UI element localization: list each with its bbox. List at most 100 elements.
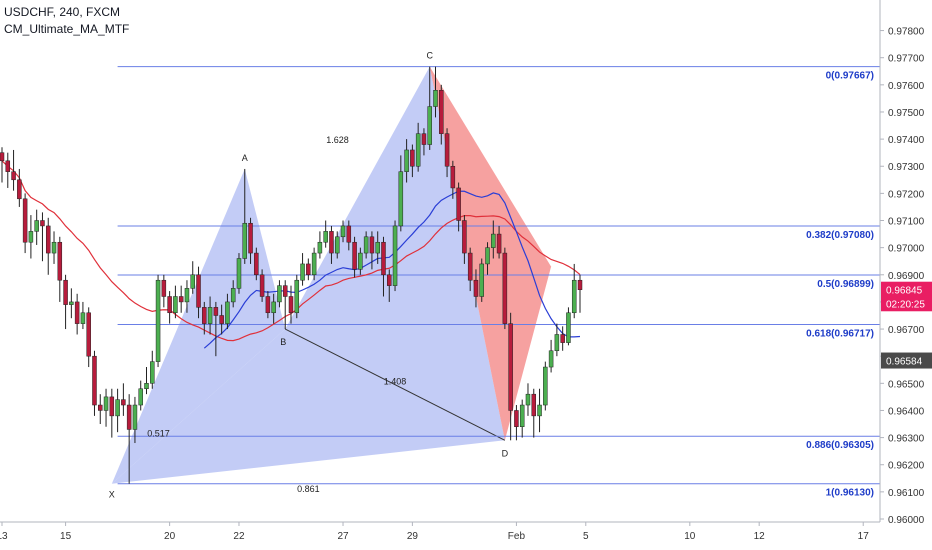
candle-body	[109, 396, 115, 417]
candle	[491, 220, 496, 259]
price-tick-label: 0.97100	[888, 217, 925, 228]
candle-body	[202, 307, 207, 324]
candle-body	[115, 399, 120, 417]
time-tick-label: 27	[337, 531, 349, 542]
candle	[473, 269, 479, 308]
candle	[161, 274, 167, 308]
candle-body	[51, 241, 57, 254]
candle	[421, 128, 427, 156]
candle	[404, 139, 409, 183]
symbol-title: USDCHF, 240, FXCM	[4, 5, 121, 19]
candle	[519, 399, 525, 438]
candle	[22, 193, 28, 254]
time-tick-label: 13	[0, 531, 8, 542]
candle	[242, 168, 248, 264]
candle-body	[427, 106, 432, 145]
candle	[375, 231, 380, 264]
candle-body	[138, 388, 143, 406]
candle	[265, 291, 271, 319]
candle-body	[375, 241, 380, 254]
candle-body	[398, 171, 404, 227]
candle-body	[300, 263, 305, 281]
candle	[496, 225, 502, 259]
candle	[531, 388, 537, 438]
fib-label-2: 0.5(0.96899)	[817, 279, 874, 290]
candle-body	[92, 355, 97, 406]
candle	[387, 269, 392, 302]
candle	[323, 220, 328, 248]
candle	[514, 405, 519, 441]
candle	[219, 304, 224, 335]
price-tick-label: 0.97000	[888, 244, 925, 255]
candle	[548, 339, 554, 373]
candle-body	[410, 149, 415, 167]
candle	[571, 263, 577, 319]
price-tick-label: 0.96700	[888, 325, 925, 336]
price-tick-label: 0.96000	[888, 515, 925, 526]
candle	[381, 236, 386, 297]
candle-body	[288, 296, 294, 314]
candle	[213, 301, 219, 357]
candle	[92, 350, 97, 416]
chart-legend: USDCHF, 240, FXCM CM_Ultimate_MA_MTF	[4, 4, 129, 38]
candle	[63, 274, 68, 330]
candle	[294, 274, 300, 319]
candle	[485, 242, 490, 275]
candle	[346, 220, 352, 251]
candle	[144, 367, 149, 395]
candle-body	[271, 301, 276, 314]
ratio-label-bc: 1.628	[326, 135, 349, 145]
candle-body	[126, 404, 132, 430]
fib-label-3: 0.618(0.96717)	[806, 328, 874, 339]
candle-body	[17, 179, 22, 200]
candle-body	[98, 404, 103, 411]
price-tick-label: 0.96900	[888, 271, 925, 282]
candle-body	[5, 160, 11, 172]
candle	[138, 380, 143, 411]
candle	[334, 231, 340, 259]
plot-area: 0(0.97667) 0.382(0.97080) 0.5(0.96899) 0.61…	[0, 51, 880, 500]
candle	[456, 182, 461, 232]
candle	[369, 231, 375, 270]
candle-body	[69, 301, 74, 305]
candle	[340, 220, 346, 243]
candle-body	[45, 225, 51, 254]
candle	[98, 394, 103, 425]
candle	[311, 247, 317, 281]
price-tag-label-1: 02:20:25	[886, 299, 925, 310]
candle-body	[248, 222, 253, 254]
candle	[254, 247, 259, 281]
candle	[259, 269, 265, 302]
candle-body	[161, 279, 167, 297]
time-tick-label: 12	[754, 531, 766, 542]
candle	[537, 388, 542, 433]
candle-body	[415, 133, 421, 167]
candle	[74, 293, 80, 335]
candle-body	[404, 149, 409, 172]
pattern-triangle-cd-red	[429, 66, 552, 441]
candle	[508, 312, 513, 441]
price-tick-label: 0.97400	[888, 135, 925, 146]
candle	[392, 220, 398, 292]
candle	[86, 307, 91, 368]
pattern-point-c: C	[426, 51, 433, 61]
candle	[467, 247, 473, 292]
fib-label-0: 0(0.97667)	[826, 71, 874, 82]
candle	[178, 285, 184, 313]
candle-body	[144, 383, 149, 390]
candle-body	[277, 285, 282, 303]
candle-body	[444, 133, 450, 167]
candle-body	[392, 225, 398, 286]
fib-label-5: 1(0.96130)	[826, 488, 874, 499]
candle	[410, 144, 415, 178]
indicator-title: CM_Ultimate_MA_MTF	[4, 22, 130, 36]
candle	[352, 236, 357, 278]
candle	[173, 285, 178, 319]
candle	[415, 122, 421, 172]
candle	[17, 168, 22, 207]
candle	[202, 301, 207, 335]
candle	[109, 388, 115, 438]
candle-body	[254, 252, 259, 276]
candle	[427, 66, 432, 150]
